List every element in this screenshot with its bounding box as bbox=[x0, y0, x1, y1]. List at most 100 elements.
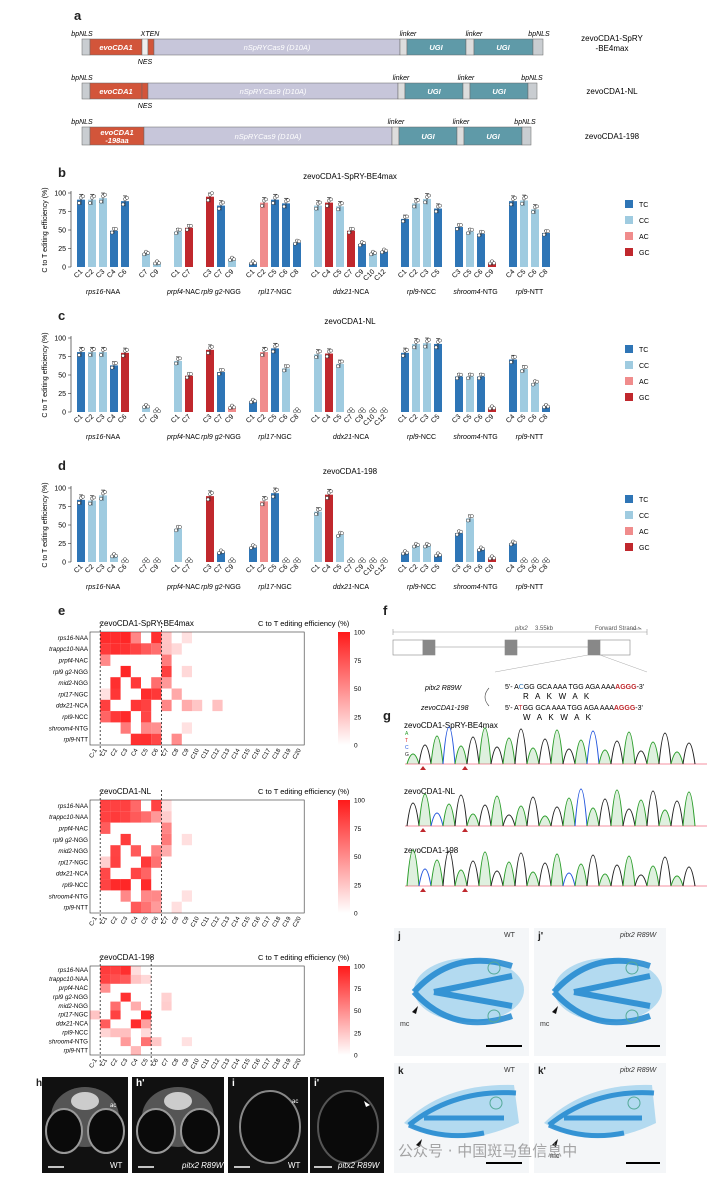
heat-cbar-tick: 75 bbox=[354, 826, 362, 833]
heat-cell bbox=[161, 811, 172, 823]
chrom-peak bbox=[490, 795, 504, 827]
chrom-peak bbox=[418, 868, 432, 887]
chrom-peak bbox=[670, 751, 684, 765]
bar-chart-198: zevoCDA1-198 C to T editing efficiency (%… bbox=[42, 467, 650, 591]
heat-cell bbox=[141, 643, 152, 655]
heat-cell bbox=[130, 699, 141, 712]
heat-col-label: C16 bbox=[251, 915, 262, 928]
chrom-peak bbox=[610, 864, 624, 887]
bar-xtick: C2 bbox=[256, 268, 267, 279]
heat-row-label: rpl17-NGC bbox=[58, 859, 88, 866]
trace-label-3: zevoCDA1-198 bbox=[404, 846, 459, 855]
bar-rpl9-C3 bbox=[423, 198, 431, 267]
c1-evocda1: evoCDA1 bbox=[99, 43, 132, 52]
bar-rps16-C3 bbox=[99, 495, 107, 562]
bar-group-label: rpl9-NTT bbox=[516, 289, 544, 296]
legend-label-TC: TC bbox=[639, 497, 648, 504]
heat-row-label: rpl9-NCC bbox=[62, 1030, 88, 1037]
heat-cell bbox=[181, 665, 192, 678]
bar-ddx21-C7 bbox=[347, 561, 355, 562]
heat-col-label: C2 bbox=[110, 915, 119, 925]
bar-xtick: C5 bbox=[516, 413, 527, 424]
heat-cell bbox=[100, 983, 111, 993]
bar-ddx21-C1 bbox=[314, 205, 322, 267]
c1-bpnls-left: bpNLS bbox=[71, 31, 93, 38]
heat-cell bbox=[151, 722, 162, 734]
bar-xtick: C7 bbox=[343, 268, 354, 279]
bar-xtick: C12 bbox=[373, 268, 387, 282]
heat-cell bbox=[130, 974, 141, 984]
heat-col-label: C5 bbox=[141, 1057, 150, 1067]
heat-cell bbox=[141, 867, 152, 880]
watermark: 公众号 · 中国斑马鱼信息中 bbox=[398, 1142, 578, 1160]
mutation-marker bbox=[462, 766, 468, 770]
bar-rpl9-C8 bbox=[542, 561, 550, 562]
bar-xtick: C2 bbox=[256, 413, 267, 424]
bar-ylabel-2: C to T editing efficiency (%) bbox=[42, 482, 49, 567]
k-label: WT bbox=[504, 1067, 515, 1074]
bar-xtick: C7 bbox=[213, 268, 224, 279]
image-k-wt: WT bbox=[394, 1063, 529, 1173]
heat-col-label: C8 bbox=[171, 1057, 180, 1067]
heat-cbar-tick: 25 bbox=[354, 882, 362, 889]
bar-xtick: C1 bbox=[73, 413, 84, 424]
bar-xtick: C1 bbox=[73, 268, 84, 279]
heat-cbar-tick: 100 bbox=[354, 964, 365, 971]
base-t: T bbox=[405, 738, 408, 744]
chrom-peak bbox=[538, 738, 552, 765]
chrom-peak bbox=[658, 856, 672, 887]
heat-col-label: C-1 bbox=[89, 1057, 99, 1069]
heat-cell bbox=[151, 643, 162, 655]
bar-rpl17-C6 bbox=[282, 203, 290, 267]
bar-rpl9-C8 bbox=[542, 406, 550, 412]
bar-xtick: C1 bbox=[397, 268, 408, 279]
legend-swatch-AC bbox=[625, 527, 633, 535]
bar-group-label: ddx21-NCA bbox=[333, 584, 370, 591]
chrom-peak bbox=[502, 861, 516, 887]
bar-xtick: C3 bbox=[451, 413, 462, 424]
c1-name-l1: zevoCDA1-SpRY bbox=[581, 34, 643, 43]
heat-cell bbox=[151, 800, 162, 812]
bar-xtick: C9 bbox=[484, 563, 495, 574]
chrom-peak bbox=[502, 737, 516, 765]
bar-xtick: C4 bbox=[321, 413, 332, 424]
bar-rpl9-C4 bbox=[509, 543, 517, 562]
heat-row-label: shroom4-NTG bbox=[49, 725, 88, 732]
heat-row-label: mid2-NGG bbox=[58, 680, 88, 687]
bar-ytick: 25 bbox=[58, 541, 66, 548]
legend-swatch-CC bbox=[625, 216, 633, 224]
heat-cell bbox=[161, 833, 172, 846]
bar-rpl9-C1 bbox=[401, 553, 409, 562]
heat-cell bbox=[100, 643, 111, 655]
heat-cell bbox=[130, 966, 141, 975]
heat-col-label: C17 bbox=[262, 1057, 273, 1070]
i2-label: pitx2 R89W bbox=[338, 1161, 380, 1170]
chrom-peak bbox=[430, 735, 444, 765]
heat-cell bbox=[130, 867, 141, 880]
heat-cell bbox=[90, 1010, 101, 1020]
bar-rpl9-C5 bbox=[434, 555, 442, 562]
bar-xtick: C6 bbox=[473, 563, 484, 574]
bar-rpl9-C6 bbox=[531, 209, 539, 267]
heat-cell bbox=[161, 632, 172, 644]
heat-cell bbox=[192, 699, 203, 712]
heat-cell bbox=[110, 677, 121, 689]
image-h-wt: WT ac bbox=[42, 1077, 128, 1173]
h2-label: pitx2 R89W bbox=[182, 1161, 224, 1170]
legend-swatch-TC bbox=[625, 495, 633, 503]
heat-cell bbox=[161, 845, 172, 857]
c2-ugi-2: UGI bbox=[492, 87, 506, 96]
bar-xtick: C2 bbox=[408, 413, 419, 424]
chrom-peak bbox=[478, 851, 492, 887]
bar-xtick: C3 bbox=[202, 413, 213, 424]
image-j2-mutant: pitx2 R89W mc bbox=[534, 928, 666, 1056]
bar-xtick: C9 bbox=[354, 413, 365, 424]
heat-cell bbox=[161, 1001, 172, 1011]
bar-group-label: shroom4-NTG bbox=[453, 584, 497, 591]
c3-ugi-1: UGI bbox=[421, 132, 435, 141]
heat-row-label: shroom4-NTG bbox=[49, 893, 88, 900]
heat-cell bbox=[161, 665, 172, 678]
bar-prpf4-C1 bbox=[174, 231, 182, 267]
construct-1: bpNLS XTEN linker linker bpNLS evoCDA1 n… bbox=[71, 31, 643, 66]
bar-group-label: rps16-NAA bbox=[86, 289, 121, 296]
